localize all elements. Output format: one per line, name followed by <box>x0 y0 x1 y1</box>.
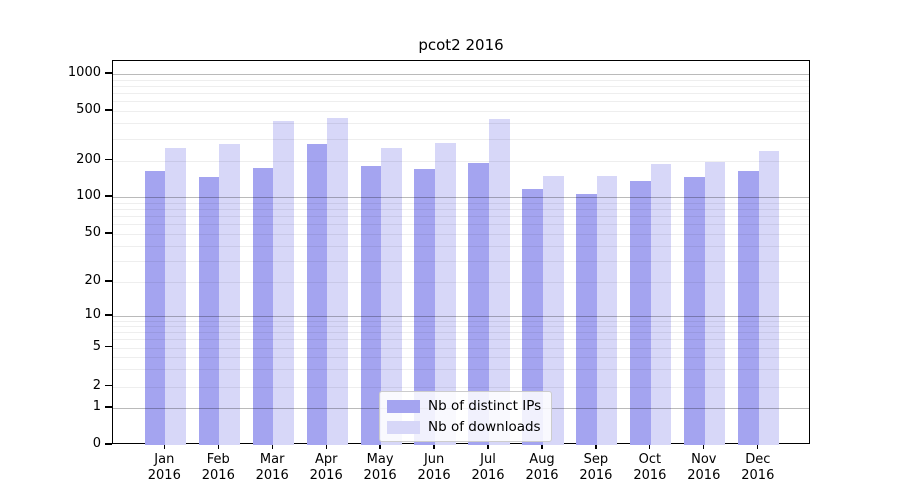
bar-apr-downloads <box>327 118 348 445</box>
x-tick-label-mar: Mar 2016 <box>255 452 289 483</box>
y-tick-label-200: 200 <box>76 151 101 167</box>
x-tick-label-apr: Apr 2016 <box>309 452 343 483</box>
y-tick-label-50: 50 <box>84 225 101 240</box>
y-tick-label-500: 500 <box>76 102 101 117</box>
y-tick-label-10: 10 <box>84 307 101 322</box>
bar-aug-downloads <box>543 176 564 445</box>
legend-label-distinct-ips: Nb of distinct IPs <box>428 398 542 414</box>
legend-patch-downloads <box>387 420 420 434</box>
bar-jan-ips <box>144 170 166 445</box>
y-tick-label-20: 20 <box>84 273 101 288</box>
plot-area: Nb of distinct IPs Nb of downloads <box>112 60 810 445</box>
legend-patch-distinct-ips <box>387 399 420 413</box>
y-tick-label-1: 1 <box>92 399 101 414</box>
legend-item-downloads: Nb of downloads <box>387 419 541 435</box>
x-tick-mark-jan <box>163 444 165 449</box>
x-tick-label-oct: Oct 2016 <box>633 452 667 483</box>
bar-feb-downloads <box>219 143 240 445</box>
y-tick-mark-1 <box>105 406 112 408</box>
bar-may-ips <box>360 165 382 445</box>
x-tick-mark-dec <box>757 444 759 449</box>
x-tick-mark-oct <box>649 444 651 449</box>
bar-nov-downloads <box>704 162 726 445</box>
x-tick-mark-feb <box>217 444 219 449</box>
x-tick-mark-sep <box>595 444 597 449</box>
x-tick-label-jun: Jun 2016 <box>417 452 451 483</box>
x-tick-label-may: May 2016 <box>363 452 397 483</box>
bar-jul-ips <box>468 163 489 445</box>
x-tick-label-aug: Aug 2016 <box>525 452 559 483</box>
y-tick-mark-200 <box>105 158 112 161</box>
bar-jun-downloads <box>435 143 456 445</box>
bar-mar-downloads <box>273 121 294 445</box>
bar-dec-downloads <box>758 151 780 445</box>
bars-layer <box>113 61 809 445</box>
x-tick-label-sep: Sep 2016 <box>579 452 613 483</box>
y-tick-mark-2 <box>105 384 112 387</box>
bar-dec-ips <box>738 171 759 445</box>
x-tick-mark-aug <box>541 444 543 449</box>
y-tick-label-1000: 1000 <box>67 65 101 80</box>
y-tick-mark-10 <box>105 314 112 316</box>
y-tick-mark-5 <box>105 346 112 348</box>
bar-jul-downloads <box>489 119 510 445</box>
bar-feb-ips <box>198 177 220 445</box>
y-tick-label-100: 100 <box>76 188 101 203</box>
y-tick-label-0: 0 <box>92 436 101 451</box>
legend-label-downloads: Nb of downloads <box>428 419 541 435</box>
bar-may-downloads <box>381 147 402 445</box>
bar-oct-ips <box>630 180 651 445</box>
y-tick-mark-0 <box>105 443 112 445</box>
x-tick-label-jan: Jan 2016 <box>147 452 181 483</box>
bar-apr-ips <box>306 143 328 445</box>
y-tick-mark-100 <box>105 195 112 197</box>
legend-item-distinct-ips: Nb of distinct IPs <box>387 398 541 414</box>
y-tick-label-5: 5 <box>92 338 101 354</box>
x-tick-label-jul: Jul 2016 <box>471 452 505 483</box>
x-tick-mark-nov <box>703 444 705 449</box>
bar-sep-downloads <box>596 176 618 445</box>
x-tick-mark-may <box>379 444 381 449</box>
x-tick-label-dec: Dec 2016 <box>741 452 775 483</box>
chart-title: pcot2 2016 <box>418 36 504 54</box>
x-tick-label-nov: Nov 2016 <box>687 452 721 483</box>
x-tick-mark-jul <box>487 444 489 449</box>
bar-mar-ips <box>252 168 274 445</box>
y-tick-label-2: 2 <box>92 377 101 393</box>
y-tick-mark-500 <box>105 109 112 111</box>
x-tick-label-feb: Feb 2016 <box>201 452 235 483</box>
bar-jun-ips <box>414 169 435 445</box>
y-tick-mark-1000 <box>105 72 112 74</box>
x-tick-mark-apr <box>325 444 327 449</box>
bar-jan-downloads <box>165 148 186 445</box>
x-tick-mark-mar <box>271 444 273 449</box>
legend: Nb of distinct IPs Nb of downloads <box>379 391 553 442</box>
bar-sep-ips <box>576 193 597 445</box>
x-tick-mark-jun <box>433 444 435 449</box>
bar-aug-ips <box>522 189 543 445</box>
y-tick-mark-50 <box>105 232 112 234</box>
bar-oct-downloads <box>650 164 672 445</box>
y-tick-mark-20 <box>105 280 112 282</box>
bar-nov-ips <box>684 176 705 445</box>
